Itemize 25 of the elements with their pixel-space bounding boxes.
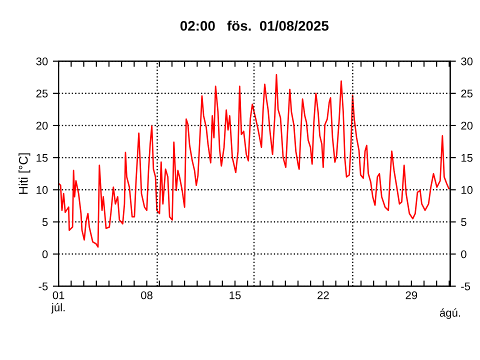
y2-tick-label: -5	[461, 282, 470, 290]
x-tick-label: 15	[230, 291, 241, 300]
y-tick-label: 20	[36, 122, 48, 130]
x-tick-label: 29	[406, 291, 418, 300]
chart-title: 02:00 fös. 01/08/2025	[180, 20, 329, 31]
y2-tick-label: 30	[461, 57, 473, 66]
text: ágú.	[440, 308, 460, 319]
y-axis-title: Hiti [°C]	[18, 153, 30, 194]
x-tick-label: 22	[318, 291, 329, 300]
y2-tick-label: 0	[461, 250, 466, 258]
y-tick-label: 5	[42, 218, 48, 226]
y2-tick-label: 10	[462, 186, 473, 194]
y2-tick-label: 20	[461, 122, 473, 130]
y-tick-label: -5	[38, 282, 48, 290]
y-tick-label: 30	[36, 57, 48, 66]
y-tick-label: 15	[36, 154, 48, 162]
line-series	[58, 74, 450, 248]
y-tick-label: 10	[36, 186, 48, 194]
y2-tick-label: 15	[462, 154, 473, 162]
y-tick-label: 0	[42, 250, 48, 258]
y2-tick-label: 5	[461, 218, 466, 226]
x-tick-label: 01 júl.	[51, 291, 65, 314]
y-tick-label: 25	[36, 90, 48, 98]
x-tick-label: 08	[141, 291, 152, 300]
y2-tick-label: 25	[461, 90, 473, 98]
